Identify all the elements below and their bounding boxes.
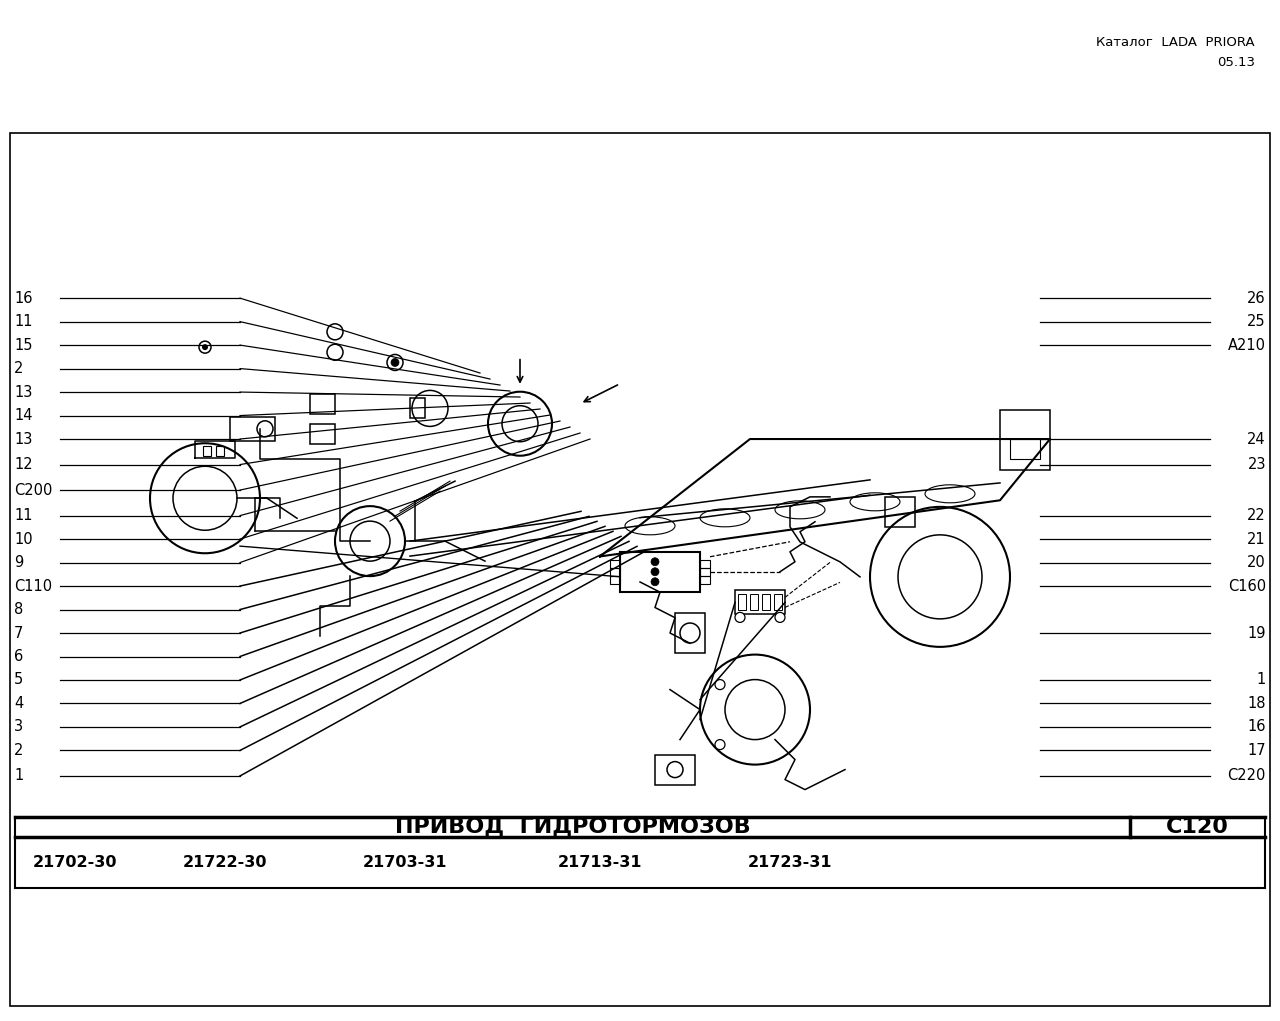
Text: 26: 26 [1248,291,1266,305]
Text: 11: 11 [14,314,32,329]
Text: 05.13: 05.13 [1217,56,1254,69]
Bar [884,497,915,527]
Bar [739,594,746,611]
Bar [216,446,224,456]
Text: 21722-30: 21722-30 [183,856,268,870]
Text: 13: 13 [14,385,32,399]
Text: 18: 18 [1248,696,1266,711]
Text: 21: 21 [1248,532,1266,546]
Bar [774,594,782,611]
Bar [611,568,620,576]
Text: 25: 25 [1248,314,1266,329]
Bar [310,393,335,414]
Circle shape [735,613,745,623]
Text: ПРИВОД  ГИДРОТОРМОЗОВ: ПРИВОД ГИДРОТОРМОЗОВ [394,817,750,837]
Bar [620,551,700,592]
Text: 14: 14 [14,408,32,423]
Text: 8: 8 [14,602,23,617]
Circle shape [326,344,343,360]
Text: 20: 20 [1247,555,1266,570]
Circle shape [652,568,659,576]
Text: 23: 23 [1248,457,1266,472]
Bar [611,576,620,584]
Text: 21703-31: 21703-31 [362,856,447,870]
Text: 24: 24 [1248,432,1266,446]
Text: 21713-31: 21713-31 [558,856,643,870]
Text: 10: 10 [14,532,32,546]
Text: 19: 19 [1248,626,1266,640]
Text: 17: 17 [1248,743,1266,758]
Text: 9: 9 [14,555,23,570]
Text: 2: 2 [14,361,23,376]
Bar [1000,409,1050,470]
Bar [10,133,1270,1006]
Text: 15: 15 [14,338,32,352]
Text: C120: C120 [1166,817,1229,837]
Bar [1010,439,1039,459]
Circle shape [198,341,211,353]
Circle shape [390,358,399,367]
Text: 16: 16 [14,291,32,305]
Bar [410,398,425,419]
Text: 12: 12 [14,457,32,472]
Text: 2: 2 [14,743,23,758]
Circle shape [716,680,724,689]
Text: C220: C220 [1228,769,1266,783]
Bar [762,594,771,611]
Text: 22: 22 [1247,508,1266,523]
Text: 16: 16 [1248,720,1266,734]
Bar [735,590,785,615]
Circle shape [326,324,343,340]
Text: A210: A210 [1228,338,1266,352]
Bar [750,594,758,611]
Text: Каталог  LADA  PRIORA: Каталог LADA PRIORA [1097,36,1254,49]
Bar [230,417,275,441]
Text: 3: 3 [14,720,23,734]
Circle shape [652,557,659,566]
Text: 7: 7 [14,626,23,640]
Circle shape [387,354,403,371]
Text: 5: 5 [14,673,23,687]
Circle shape [716,739,724,749]
Text: C200: C200 [14,483,52,497]
Bar [700,568,710,576]
Bar [204,446,211,456]
Text: C110: C110 [14,579,52,593]
Text: 21723-31: 21723-31 [748,856,832,870]
Text: 11: 11 [14,508,32,523]
Circle shape [774,613,785,623]
Text: 6: 6 [14,649,23,664]
Bar [310,424,335,444]
Bar [700,560,710,568]
Text: 21702-30: 21702-30 [33,856,118,870]
Bar [611,560,620,568]
Text: 13: 13 [14,432,32,446]
Circle shape [652,578,659,586]
Text: 1: 1 [14,769,23,783]
Text: C160: C160 [1228,579,1266,593]
Circle shape [202,344,207,350]
Bar [700,576,710,584]
Text: 4: 4 [14,696,23,711]
Bar [655,755,695,784]
Bar [675,613,705,653]
Text: 1: 1 [1257,673,1266,687]
